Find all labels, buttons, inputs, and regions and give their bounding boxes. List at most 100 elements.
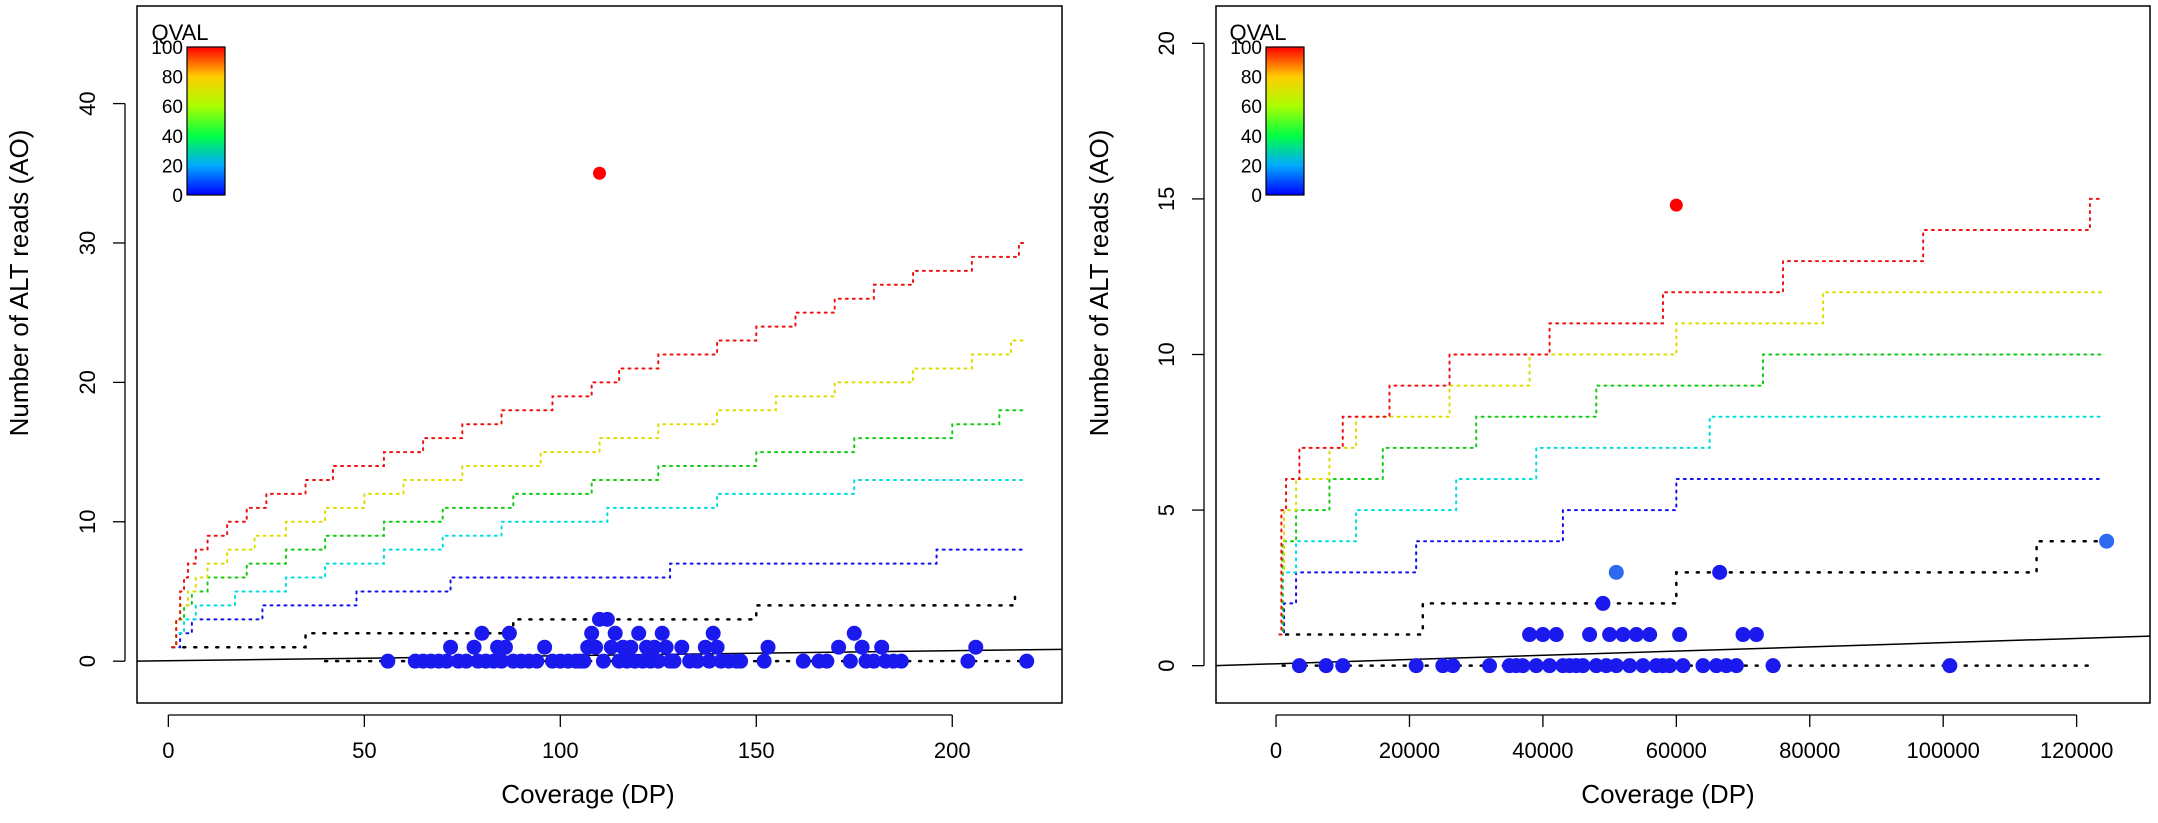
y-tick-label: 20 [1154, 31, 1179, 55]
legend-tick-label: 0 [1251, 186, 1262, 207]
data-point [588, 639, 604, 655]
data-point [893, 653, 909, 669]
y-tick-label: 15 [1154, 187, 1179, 211]
data-point [646, 639, 662, 655]
data-point [831, 639, 847, 655]
threshold-line-blue [171, 548, 1024, 649]
data-point [439, 653, 455, 669]
data-point [1748, 627, 1764, 643]
x-axis-label: Coverage (DP) [501, 779, 674, 809]
data-point [709, 639, 725, 655]
threshold-line-cyan [1278, 415, 2105, 636]
data-point [874, 639, 890, 655]
data-point [603, 639, 619, 655]
legend-tick-label: 100 [1230, 38, 1262, 59]
data-point [960, 653, 976, 669]
data-point [650, 653, 666, 669]
legend-tick-label: 20 [1241, 156, 1262, 177]
data-point [1712, 564, 1728, 580]
chart-right: Number of ALT reads (AO) Coverage (DP) Q… [1084, 5, 2151, 809]
y-tick-label: 0 [1154, 660, 1179, 672]
legend-tick-label: 60 [162, 97, 183, 118]
data-point [658, 639, 674, 655]
qval-color-bar [1265, 46, 1305, 196]
data-point [760, 639, 776, 655]
data-point [1728, 658, 1744, 674]
x-tick-label: 40000 [1512, 738, 1573, 763]
data-point [494, 653, 510, 669]
data-point [701, 653, 717, 669]
y-tick-label: 5 [1154, 504, 1179, 516]
data-point [819, 653, 835, 669]
data-point [1622, 658, 1638, 674]
data-point [1528, 658, 1544, 674]
data-point [854, 639, 870, 655]
legend-tick-label: 40 [1241, 127, 1262, 148]
data-point [733, 653, 749, 669]
data-point [866, 653, 882, 669]
plot-frame [1215, 5, 2151, 704]
data-point [1615, 627, 1631, 643]
plot-frame [136, 5, 1063, 704]
data-point [1595, 595, 1611, 611]
threshold-line-black [1284, 539, 2105, 636]
data-point [674, 639, 690, 655]
legend-tick-label: 0 [172, 186, 183, 207]
chart-left: Number of ALT reads (AO) Coverage (DP) Q… [4, 5, 1063, 809]
data-point [1318, 658, 1334, 674]
data-point [842, 653, 858, 669]
data-point [1675, 658, 1691, 674]
threshold-line-red [1278, 197, 2105, 636]
data-point [537, 639, 553, 655]
x-tick-label: 100 [542, 738, 579, 763]
data-point [846, 625, 862, 641]
data-point [795, 653, 811, 669]
data-point [1635, 658, 1651, 674]
data-point [1019, 653, 1035, 669]
threshold-line-yellow [171, 339, 1028, 649]
data-point-highlight [1669, 198, 1683, 212]
x-tick-label: 100000 [1906, 738, 1979, 763]
data-point [1662, 658, 1678, 674]
legend-title: QVAL [151, 20, 208, 45]
y-tick-label: 30 [75, 231, 100, 255]
data-point-highlight [593, 166, 606, 180]
data-point [595, 653, 611, 669]
threshold-line-cyan [171, 478, 1028, 649]
legend-tick-label: 60 [1241, 97, 1262, 118]
y-axis-label: Number of ALT reads (AO) [4, 130, 34, 437]
data-point [1608, 564, 1624, 580]
data-point [666, 653, 682, 669]
data-point [689, 653, 705, 669]
data-point [466, 639, 482, 655]
data-point [474, 625, 490, 641]
data-point [1942, 658, 1958, 674]
threshold-line-green [171, 409, 1028, 649]
data-point [1291, 658, 1307, 674]
data-point [1408, 658, 1424, 674]
data-point [654, 625, 670, 641]
x-tick-label: 0 [1270, 738, 1282, 763]
data-point [1542, 658, 1558, 674]
x-tick-label: 200 [934, 738, 971, 763]
data-point [1515, 658, 1531, 674]
data-point [529, 653, 545, 669]
data-point [1765, 658, 1781, 674]
data-point [501, 625, 517, 641]
data-point [1735, 627, 1751, 643]
data-point [576, 653, 592, 669]
y-tick-label: 0 [75, 655, 100, 667]
data-point [631, 625, 647, 641]
data-point [607, 625, 623, 641]
threshold-line-yellow [1278, 291, 2105, 636]
y-tick-label: 20 [75, 370, 100, 394]
legend-tick-label: 20 [162, 156, 183, 177]
data-point [756, 653, 772, 669]
data-point [497, 639, 513, 655]
data-point [705, 625, 721, 641]
data-point [443, 639, 459, 655]
data-point [1672, 627, 1688, 643]
x-axis-label: Coverage (DP) [1581, 779, 1754, 809]
data-point [1642, 627, 1658, 643]
